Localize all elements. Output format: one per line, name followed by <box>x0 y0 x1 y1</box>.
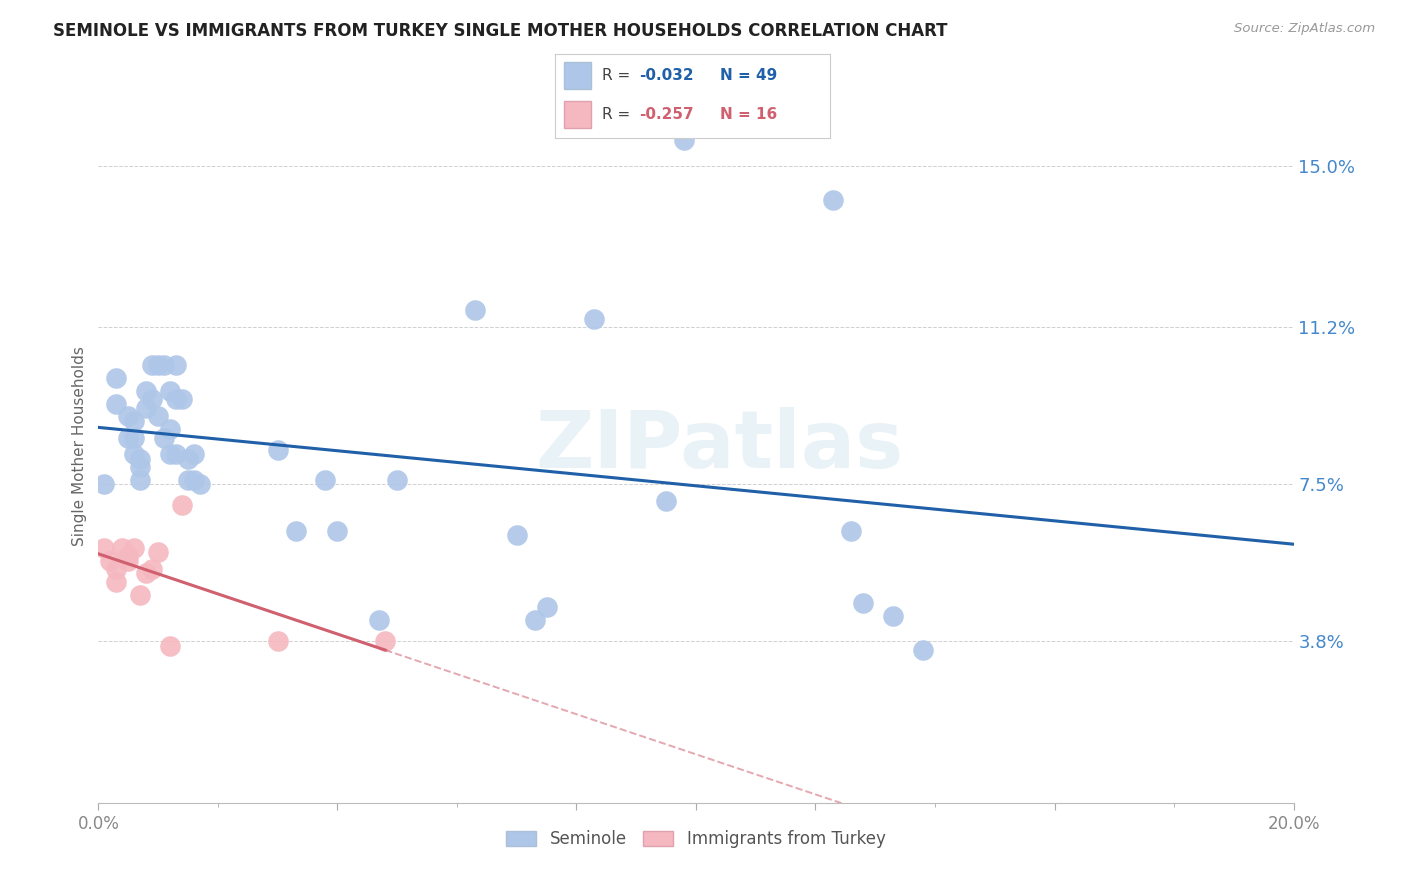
Point <box>129 588 152 602</box>
Point <box>177 451 200 466</box>
Point <box>172 499 194 513</box>
Point <box>374 634 396 648</box>
Point <box>105 396 128 410</box>
Point <box>583 311 606 326</box>
Point <box>183 448 205 462</box>
Point <box>135 566 157 581</box>
Point <box>523 613 546 627</box>
Point <box>105 371 128 385</box>
FancyBboxPatch shape <box>564 101 591 128</box>
Point <box>93 477 115 491</box>
FancyBboxPatch shape <box>564 62 591 89</box>
Y-axis label: Single Mother Households: Single Mother Households <box>72 346 87 546</box>
Point <box>148 545 170 559</box>
Point <box>159 422 181 436</box>
Text: SEMINOLE VS IMMIGRANTS FROM TURKEY SINGLE MOTHER HOUSEHOLDS CORRELATION CHART: SEMINOLE VS IMMIGRANTS FROM TURKEY SINGL… <box>53 22 948 40</box>
Point <box>105 562 128 576</box>
Point <box>852 596 875 610</box>
Point <box>141 562 163 576</box>
Point <box>124 541 146 555</box>
Point <box>267 634 290 648</box>
Point <box>159 448 181 462</box>
Point <box>117 409 139 424</box>
Point <box>188 477 211 491</box>
Point <box>385 473 409 487</box>
Point <box>464 303 486 318</box>
Legend: Seminole, Immigrants from Turkey: Seminole, Immigrants from Turkey <box>499 824 893 855</box>
Point <box>165 448 187 462</box>
Point <box>129 460 152 475</box>
Text: N = 49: N = 49 <box>720 68 778 83</box>
Point <box>165 392 187 407</box>
Text: -0.257: -0.257 <box>638 107 693 122</box>
Point <box>135 384 157 398</box>
Point <box>129 473 152 487</box>
Point <box>111 541 134 555</box>
Point <box>124 413 146 427</box>
Point <box>93 541 115 555</box>
Point <box>536 600 558 615</box>
Point <box>117 549 139 564</box>
Point <box>105 574 128 589</box>
Point <box>117 430 139 444</box>
Point <box>823 193 845 207</box>
Text: Source: ZipAtlas.com: Source: ZipAtlas.com <box>1234 22 1375 36</box>
Point <box>841 524 863 538</box>
Point <box>117 554 139 568</box>
Point <box>141 359 163 373</box>
Point <box>172 392 194 407</box>
Point <box>153 359 176 373</box>
Text: R =: R = <box>602 68 636 83</box>
Point <box>882 608 904 623</box>
Point <box>124 430 146 444</box>
Point <box>506 528 529 542</box>
Point <box>153 430 176 444</box>
Point <box>135 401 157 415</box>
Point <box>912 643 935 657</box>
Point <box>267 443 290 458</box>
Point <box>673 133 696 147</box>
Text: -0.032: -0.032 <box>638 68 693 83</box>
Point <box>326 524 349 538</box>
Point <box>98 554 122 568</box>
Point <box>124 448 146 462</box>
Point <box>655 494 678 508</box>
Point <box>368 613 391 627</box>
Point <box>148 359 170 373</box>
Point <box>148 409 170 424</box>
Point <box>165 359 187 373</box>
Text: R =: R = <box>602 107 636 122</box>
Point <box>315 473 337 487</box>
Point <box>159 384 181 398</box>
Text: ZIPatlas: ZIPatlas <box>536 407 904 485</box>
Point <box>141 392 163 407</box>
Point <box>129 451 152 466</box>
Point <box>159 639 181 653</box>
Text: N = 16: N = 16 <box>720 107 778 122</box>
Point <box>183 473 205 487</box>
Point <box>177 473 200 487</box>
Point <box>284 524 307 538</box>
